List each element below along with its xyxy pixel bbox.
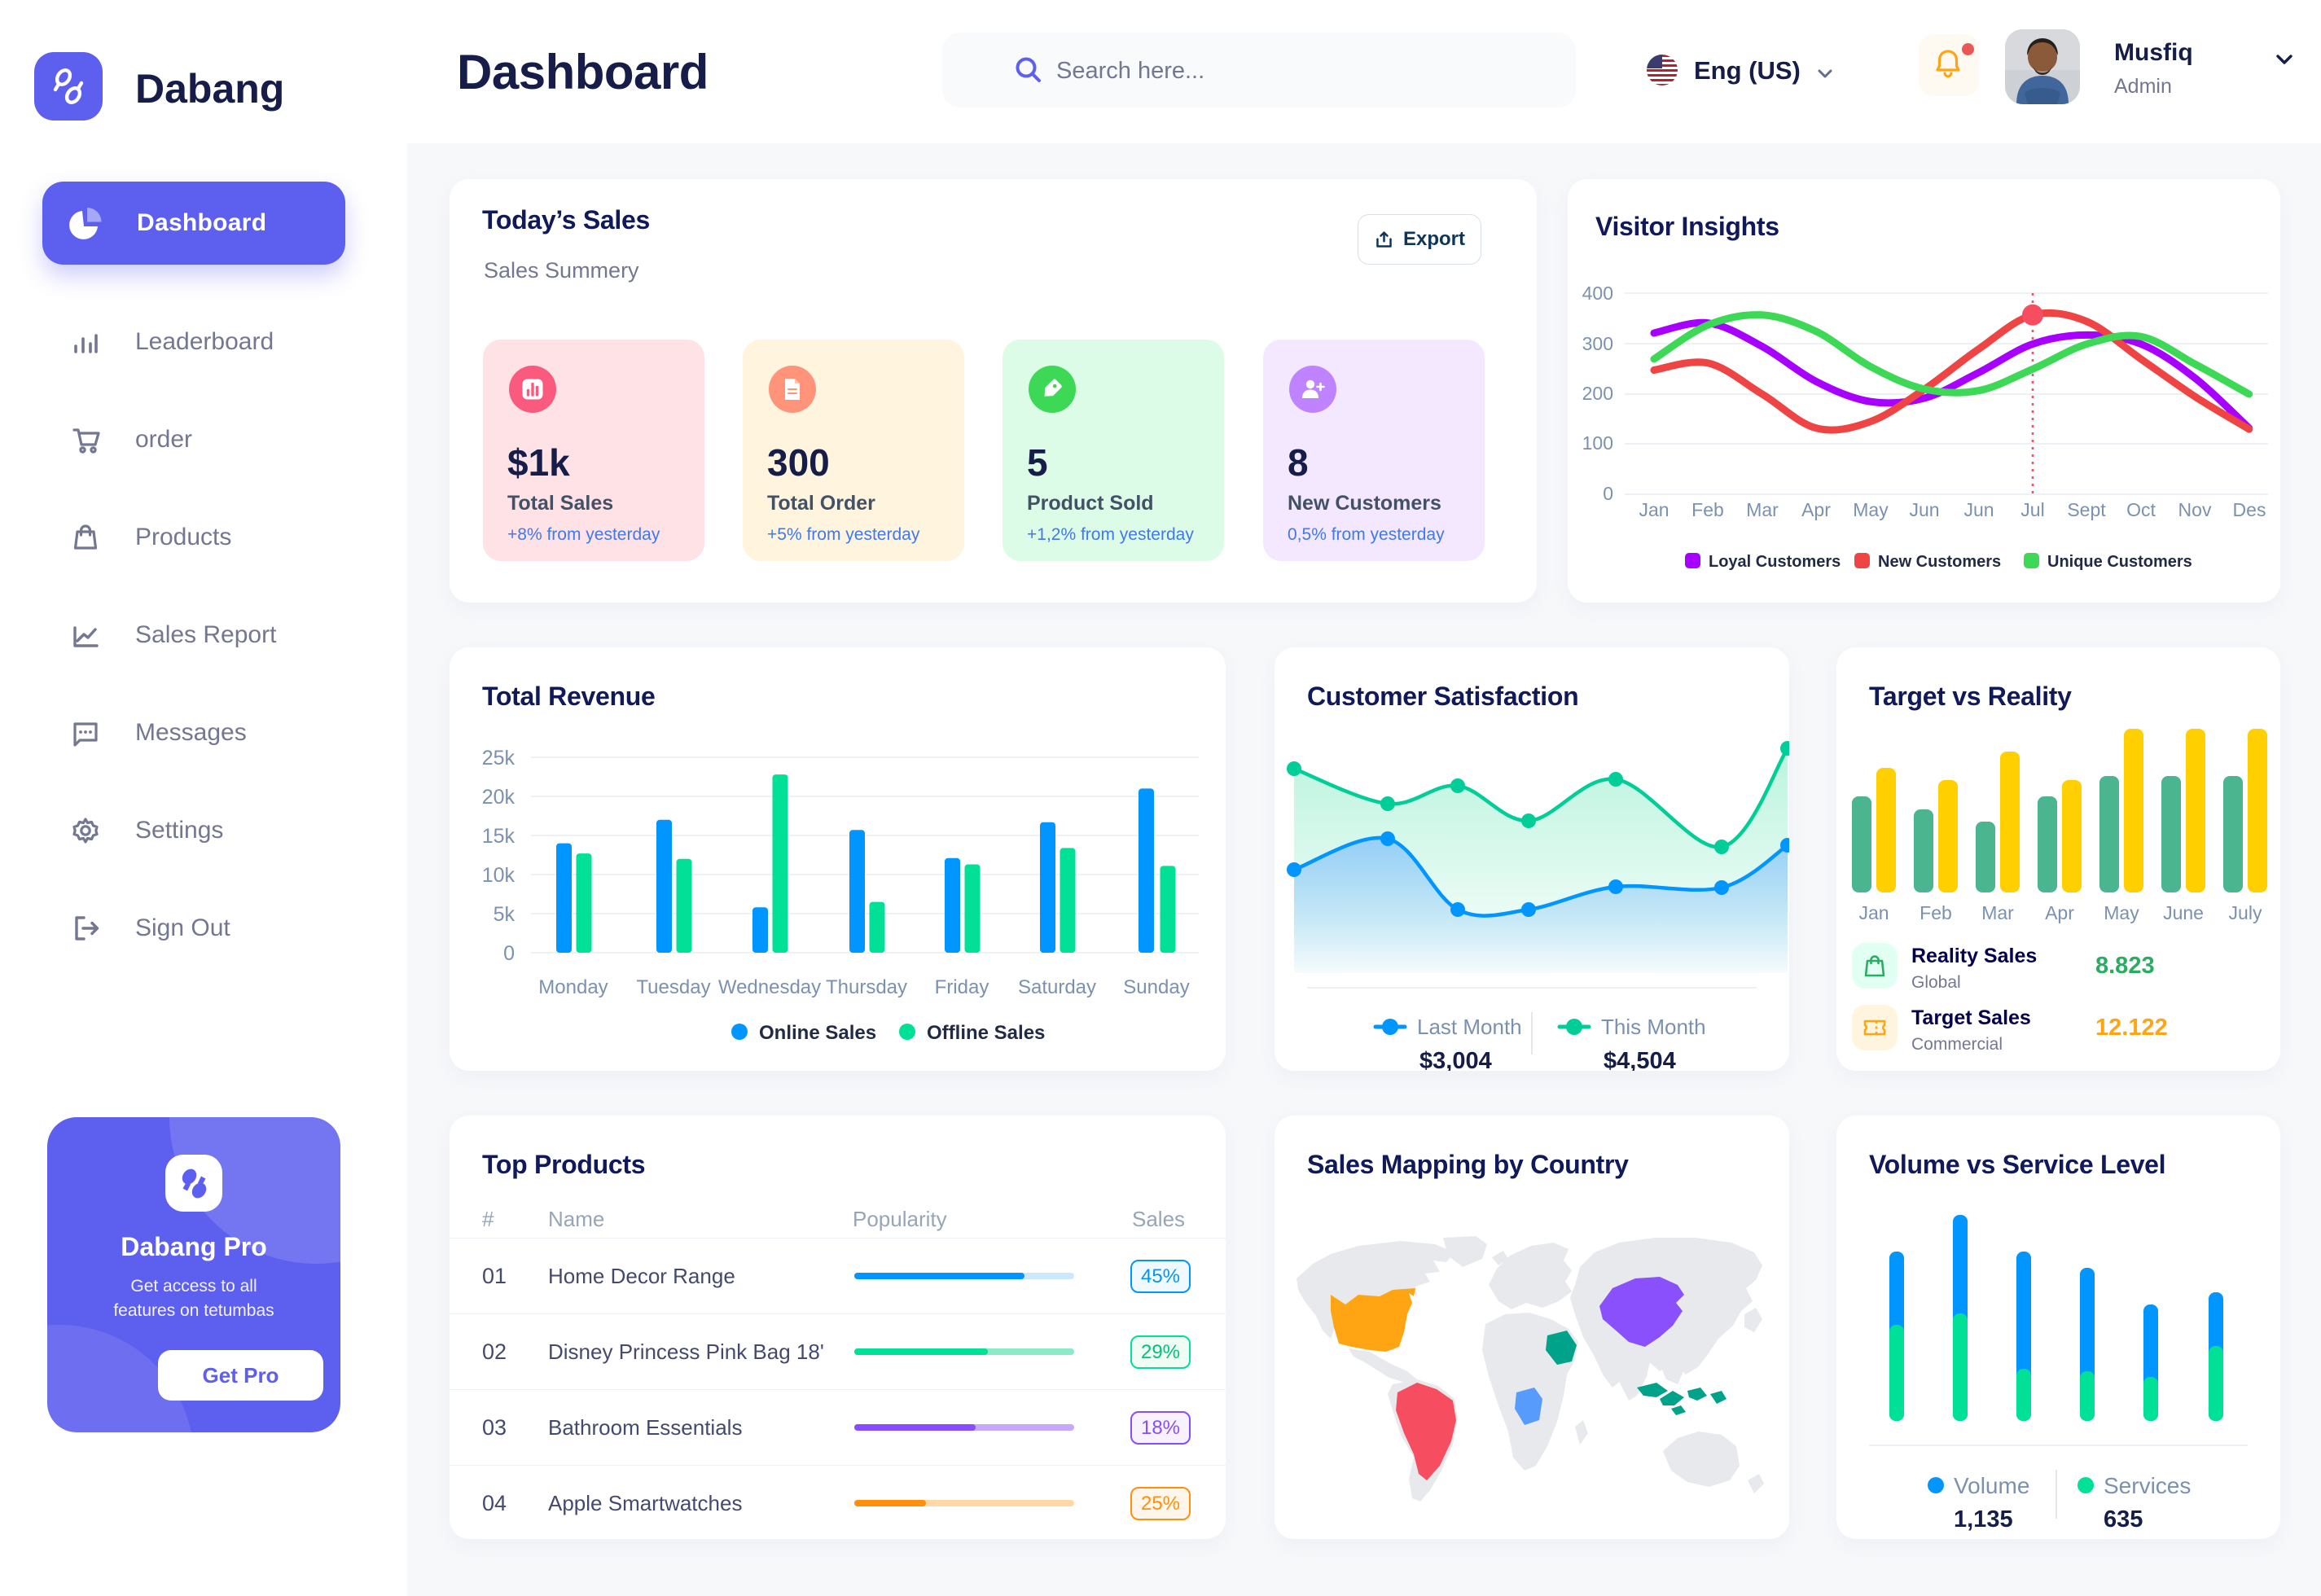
svg-text:1,135: 1,135 bbox=[1954, 1506, 2013, 1532]
svg-text:Loyal Customers: Loyal Customers bbox=[1709, 553, 1841, 571]
svg-text:Thursday: Thursday bbox=[826, 976, 907, 998]
svg-text:May: May bbox=[2104, 902, 2139, 923]
svg-text:200: 200 bbox=[1582, 383, 1613, 404]
svg-text:May: May bbox=[1853, 499, 1889, 520]
svg-text:Feb: Feb bbox=[1691, 499, 1724, 520]
svg-text:Tuesday: Tuesday bbox=[636, 976, 710, 998]
svg-text:Services: Services bbox=[2104, 1473, 2191, 1498]
svg-text:Unique Customers: Unique Customers bbox=[2047, 553, 2192, 571]
svg-text:June: June bbox=[2163, 902, 2204, 923]
svg-text:July: July bbox=[2229, 902, 2262, 923]
svg-text:5k: 5k bbox=[494, 903, 516, 926]
svg-text:Monday: Monday bbox=[538, 976, 608, 998]
svg-text:10k: 10k bbox=[482, 864, 516, 887]
svg-text:$4,504: $4,504 bbox=[1604, 1048, 1676, 1071]
svg-text:15k: 15k bbox=[482, 825, 516, 848]
svg-text:Apr: Apr bbox=[1801, 499, 1831, 520]
svg-text:0: 0 bbox=[1603, 483, 1613, 504]
svg-text:20k: 20k bbox=[482, 786, 516, 809]
svg-text:Jan: Jan bbox=[1639, 499, 1669, 520]
svg-text:25k: 25k bbox=[482, 747, 516, 770]
svg-text:Wednesday: Wednesday bbox=[718, 976, 821, 998]
svg-text:Friday: Friday bbox=[935, 976, 989, 998]
svg-text:Nov: Nov bbox=[2178, 499, 2212, 520]
svg-text:0: 0 bbox=[503, 942, 515, 965]
svg-text:Mar: Mar bbox=[1746, 499, 1779, 520]
svg-text:Oct: Oct bbox=[2126, 499, 2156, 520]
svg-text:400: 400 bbox=[1582, 283, 1613, 304]
svg-text:Jan: Jan bbox=[1858, 902, 1889, 923]
svg-text:$3,004: $3,004 bbox=[1419, 1048, 1492, 1071]
svg-text:Last Month: Last Month bbox=[1417, 1015, 1522, 1039]
svg-text:Online Sales: Online Sales bbox=[759, 1022, 876, 1044]
svg-text:Volume: Volume bbox=[1954, 1473, 2029, 1498]
svg-text:Sept: Sept bbox=[2067, 499, 2106, 520]
svg-text:Jul: Jul bbox=[2020, 499, 2044, 520]
svg-text:Mar: Mar bbox=[1981, 902, 2014, 923]
svg-text:Offline Sales: Offline Sales bbox=[927, 1022, 1045, 1044]
svg-text:Apr: Apr bbox=[2045, 902, 2074, 923]
svg-text:Feb: Feb bbox=[1920, 902, 1952, 923]
svg-text:Jun: Jun bbox=[1909, 499, 1939, 520]
svg-text:New Customers: New Customers bbox=[1878, 553, 2001, 571]
svg-text:100: 100 bbox=[1582, 432, 1613, 454]
svg-text:Jun: Jun bbox=[1963, 499, 1994, 520]
svg-text:Des: Des bbox=[2233, 499, 2266, 520]
svg-text:Sunday: Sunday bbox=[1123, 976, 1189, 998]
svg-text:635: 635 bbox=[2104, 1506, 2143, 1532]
svg-text:Saturday: Saturday bbox=[1018, 976, 1096, 998]
svg-text:300: 300 bbox=[1582, 333, 1613, 354]
svg-text:This Month: This Month bbox=[1601, 1015, 1706, 1039]
